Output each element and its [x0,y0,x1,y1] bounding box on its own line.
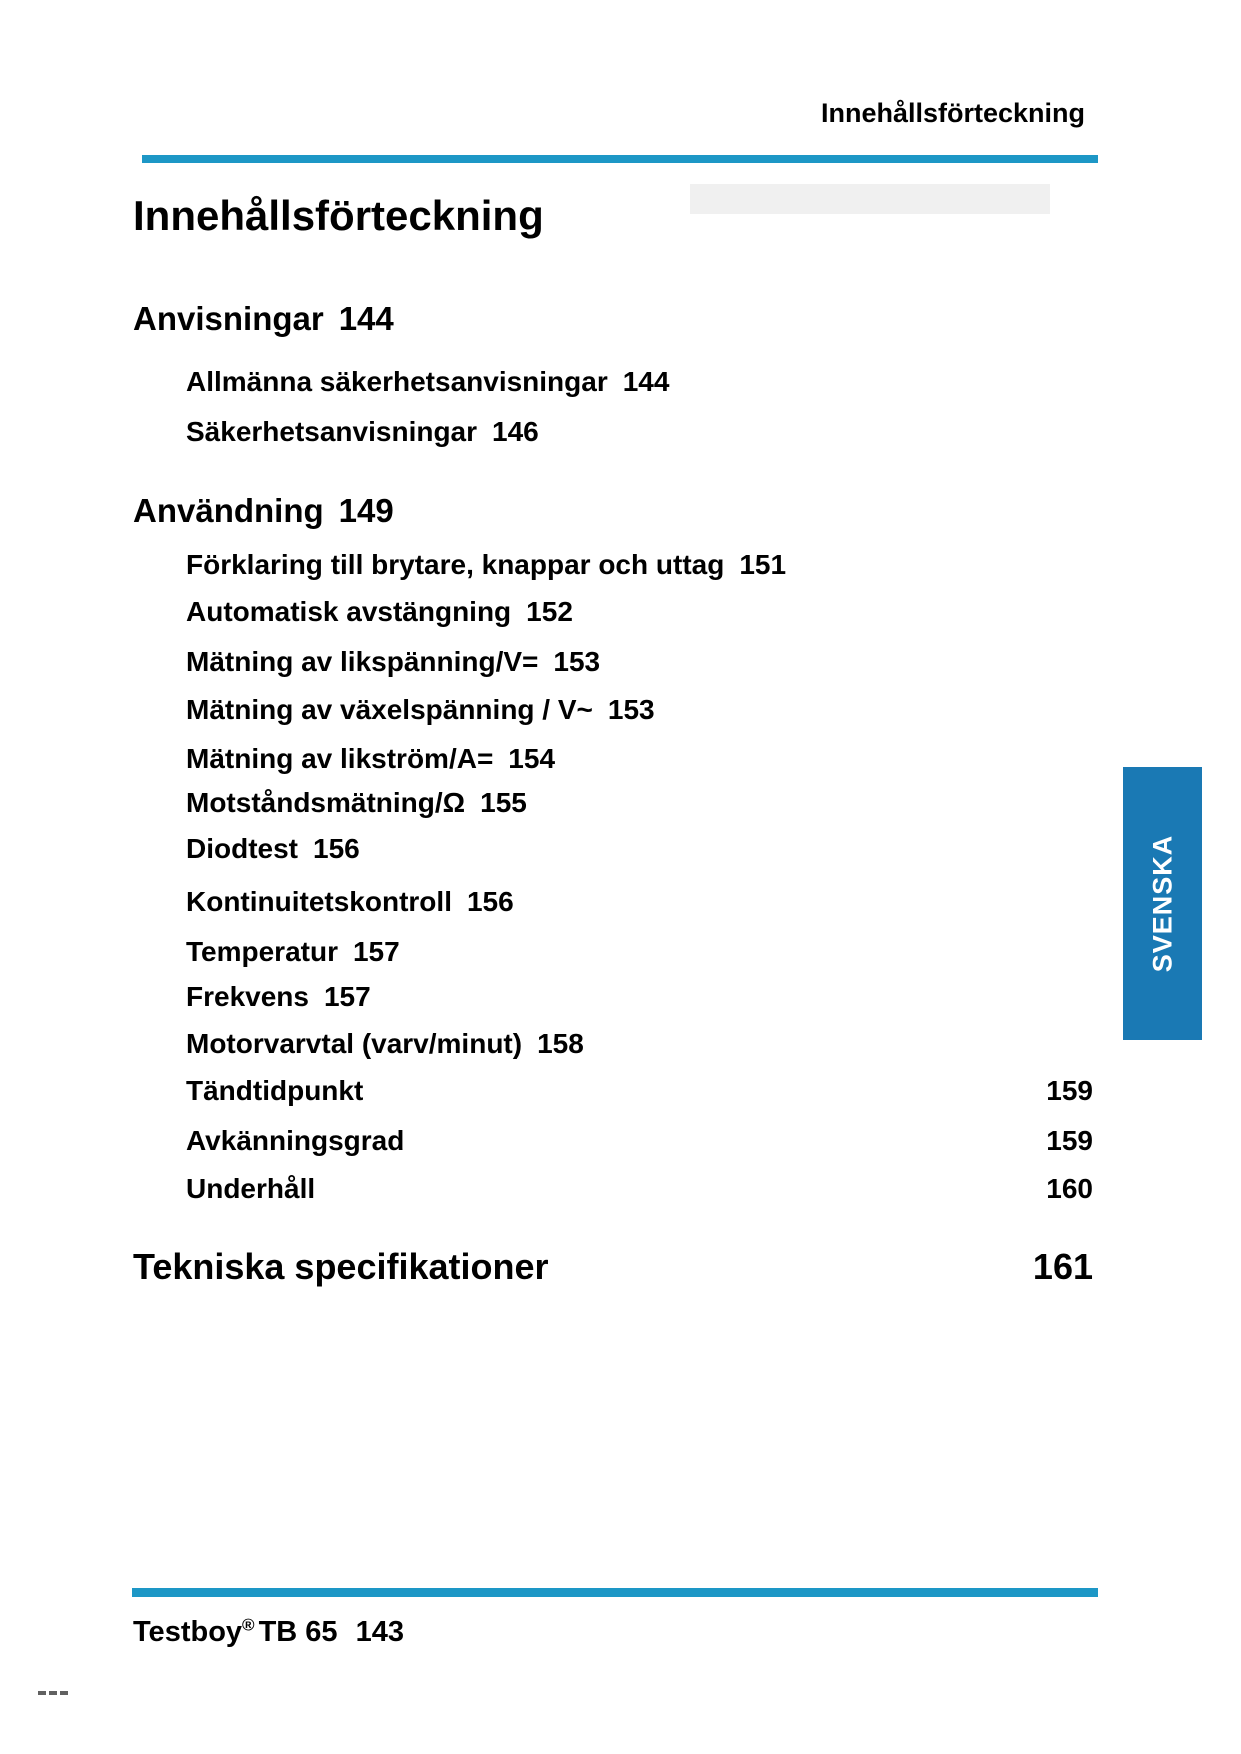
toc-entry: Mätning av växelspänning / V~ 153 [186,694,655,726]
toc-entry-label: Avkänningsgrad [186,1125,405,1156]
toc-entry: Automatisk avstängning 152 [186,596,573,628]
scan-smudge-artifact [38,1691,68,1695]
toc-page-number: 152 [526,596,573,627]
toc-page-number: 144 [622,366,670,397]
toc-entry: Motståndsmätning/Ω 155 [186,787,527,819]
toc-entry-label: Mätning av likspänning/V= [186,646,539,677]
toc-entry: Allmänna säkerhetsanvisningar 144 [186,366,669,398]
toc-section-label: Anvisningar [133,300,324,337]
toc-entry-label: Underhåll [186,1173,316,1204]
toc-entry: Motorvarvtal (varv/minut) 158 [186,1028,584,1060]
toc-section: Användning 149 [133,492,394,530]
language-tab-svenska: SVENSKA [1123,767,1202,1040]
toc-entry: Tändtidpunkt 159 [186,1075,1093,1107]
toc-page-number: 153 [607,694,655,725]
toc-entry-label: Kontinuitetskontroll [186,886,452,917]
toc-entry: Avkänningsgrad 159 [186,1125,1093,1157]
toc-entry-label: Mätning av växelspänning / V~ [186,694,593,725]
toc-page-number: 157 [352,936,400,967]
toc-entry: Underhåll 160 [186,1173,1093,1205]
footer-brand: Testboy [133,1616,243,1648]
toc-page-number: 149 [338,492,394,529]
toc-entry-label: Automatisk avstängning [186,596,512,627]
toc-page-number: 157 [323,981,371,1012]
toc-page-number: 144 [338,300,394,337]
toc-page-number: 156 [313,833,360,864]
toc-page-number: 151 [739,549,787,580]
toc-page-number: 160 [1046,1173,1093,1204]
page-title: Innehållsförteckning [133,192,544,239]
toc-entry-label: Mätning av likström/A= [186,743,494,774]
toc-page-number: 159 [1046,1125,1093,1156]
toc-entry-label: Tändtidpunkt [186,1075,364,1106]
toc-section-label: Tekniska specifikationer [133,1246,549,1287]
toc-section: Tekniska specifikationer 161 [133,1246,1093,1287]
toc-entry-label: Motorvarvtal (varv/minut) [186,1028,523,1059]
toc-page-number: 155 [480,787,527,818]
footer-page-number: 143 [355,1616,404,1648]
toc-page-number: 146 [492,416,539,447]
toc-entry: Mätning av likspänning/V= 153 [186,646,600,678]
toc-page-number: 159 [1046,1075,1093,1106]
toc-entry-label: Diodtest [186,833,298,864]
toc-page-number: 158 [537,1028,584,1059]
toc-section: Anvisningar 144 [133,300,394,338]
toc-entry: Säkerhetsanvisningar 146 [186,416,539,448]
footer: Testboy® TB 65 143 [133,1616,404,1649]
toc-entry-label: Förklaring till brytare, knappar och utt… [186,549,725,580]
footer-rule [132,1588,1098,1597]
toc-section-label: Användning [133,492,324,529]
toc-entry-label: Motståndsmätning/Ω [186,787,466,818]
toc-page-number: 161 [1032,1246,1093,1287]
toc-entry-label: Frekvens [186,981,309,1012]
scan-shadow-artifact [690,184,1050,214]
toc-entry: Frekvens 157 [186,981,371,1013]
toc-entry: Förklaring till brytare, knappar och utt… [186,549,786,581]
toc-entry: Diodtest 156 [186,833,360,865]
toc-entry-label: Säkerhetsanvisningar [186,416,478,447]
toc-entry: Temperatur 157 [186,936,400,968]
toc-page-number: 154 [508,743,556,774]
registered-trademark-symbol: ® [242,1615,255,1635]
footer-model: TB 65 [258,1616,338,1648]
toc-page-number: 156 [466,886,514,917]
toc-entry-label: Temperatur [186,936,338,967]
language-tab-label: SVENSKA [1147,834,1177,973]
running-header: Innehållsförteckning [820,98,1085,128]
toc-page-number: 153 [553,646,601,677]
header-rule [142,155,1098,163]
toc-entry-label: Allmänna säkerhetsanvisningar [186,366,608,397]
toc-entry: Mätning av likström/A= 154 [186,743,555,775]
toc-entry: Kontinuitetskontroll 156 [186,886,514,918]
